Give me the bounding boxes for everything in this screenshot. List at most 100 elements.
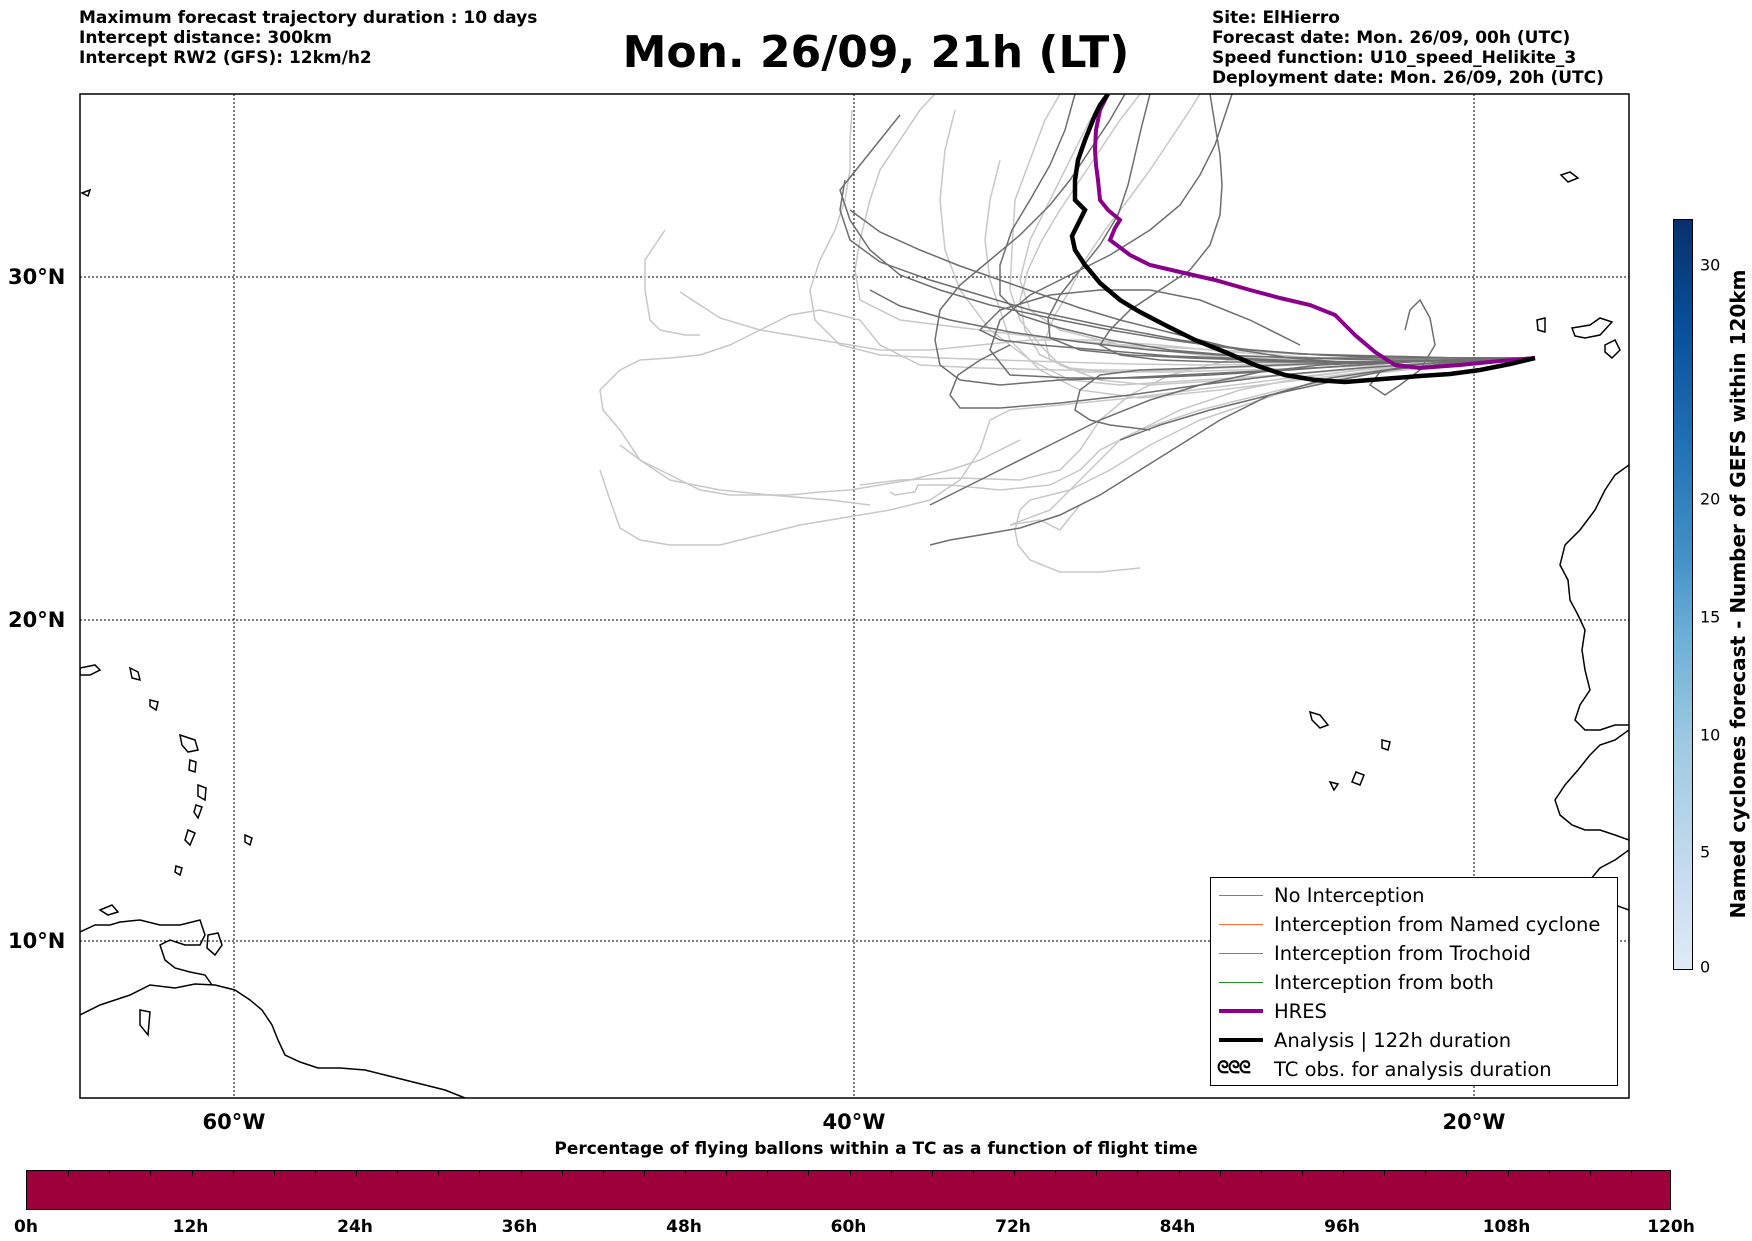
percent-bar-minor-tick (1548, 1171, 1550, 1176)
percent-bar-tick-label: 108h (1482, 1217, 1531, 1237)
percent-bar-tick-label: 72h (995, 1217, 1031, 1237)
analysis-trajectory (1069, 94, 1536, 385)
percent-bar-minor-tick (561, 1171, 563, 1176)
percent-bar-minor-tick (191, 1171, 193, 1176)
island-cape-verde-1 (1308, 710, 1330, 729)
percent-bar-minor-tick (643, 1171, 645, 1176)
coast-venezuela-north (80, 919, 213, 986)
colorbar-tick-10: 10 (1700, 725, 1721, 745)
lat-label-30n: 30°N (8, 265, 65, 289)
trajectories-light (599, 94, 1536, 573)
island-cape-verde-2 (1381, 739, 1391, 751)
percent-bar-minor-tick (1507, 1171, 1509, 1176)
forecast-date-text: Forecast date: Mon. 26/09, 00h (UTC) (1212, 28, 1571, 48)
percent-bar-minor-tick (890, 1171, 892, 1176)
island-cape-verde-3 (1351, 771, 1365, 786)
percent-bar-minor-tick (1301, 1171, 1303, 1176)
percent-bar-minor-tick (109, 1171, 111, 1176)
cyclone-symbol-icon: ᘓᘓᘓ (1217, 1058, 1251, 1078)
percent-bar (26, 1170, 1671, 1210)
percent-bar-minor-tick (314, 1171, 316, 1176)
percent-bar-minor-tick (479, 1171, 481, 1176)
island-antilles-3 (197, 783, 207, 802)
percent-bar-minor-tick (972, 1171, 974, 1176)
lat-label-20n: 20°N (8, 608, 65, 632)
percent-bar-minor-tick (685, 1171, 686, 1176)
lon-label-60w: 60°W (203, 1110, 266, 1134)
legend-line (1219, 982, 1263, 983)
colorbar-tick-0: 0 (1700, 957, 1711, 977)
percent-bar-minor-tick (1219, 1171, 1221, 1176)
island-antilles-2 (188, 758, 197, 774)
percent-bar-minor-tick (68, 1171, 70, 1176)
legend-label: TC obs. for analysis duration (1274, 1058, 1552, 1081)
percent-bar-tick-label: 60h (830, 1217, 867, 1237)
island-abc-2 (139, 1009, 151, 1037)
percent-bar-minor-tick (1343, 1171, 1344, 1176)
percent-bar-minor-tick (1425, 1171, 1427, 1176)
legend-item-hres: HRES (1211, 997, 1617, 1026)
percent-bar-minor-tick (1014, 1171, 1015, 1176)
lat-label-10n: 10°N (8, 929, 65, 953)
legend-label: Interception from both (1274, 971, 1494, 994)
percent-bar-minor-tick (767, 1171, 769, 1176)
percent-bar-tick-label: 96h (1324, 1217, 1360, 1237)
island-antilles-6 (174, 865, 183, 877)
legend-label: HRES (1274, 1000, 1327, 1023)
island-cape-verde-4 (1328, 780, 1340, 792)
island-trinidad (206, 932, 223, 957)
speed-function-text: Speed function: U10_speed_Helikite_3 (1212, 48, 1577, 68)
percent-bar-minor-tick (1178, 1171, 1180, 1176)
colorbar-title: Named cyclones forecast - Number of GEFS… (1726, 269, 1750, 919)
header-right-info: Site: ElHierro Forecast date: Mon. 26/09… (1212, 8, 1604, 88)
colorbar-tick-5: 5 (1700, 842, 1711, 862)
legend-line (1219, 1038, 1263, 1042)
island-leeward-1 (128, 666, 142, 682)
percent-bar-minor-tick (1589, 1171, 1591, 1176)
legend-line (1219, 924, 1263, 925)
percent-bar-minor-tick (726, 1171, 728, 1176)
island-gran-canaria (1570, 317, 1614, 339)
coast-africa-south (1554, 729, 1629, 841)
lon-label-20w: 20°W (1443, 1110, 1506, 1134)
intercept-rw2-text: Intercept RW2 (GFS): 12km/h2 (79, 48, 372, 68)
percent-bar-tick-label: 84h (1159, 1217, 1196, 1237)
legend-label: No Interception (1274, 884, 1425, 907)
percent-bar-minor-tick (397, 1171, 399, 1176)
island-antilles-1 (179, 733, 199, 753)
legend-line (1219, 953, 1263, 954)
legend-item-both: Interception from both (1211, 968, 1617, 997)
lon-label-40w: 40°W (823, 1110, 886, 1134)
header-left-info: Maximum forecast trajectory duration : 1… (79, 8, 537, 68)
percent-bar-minor-tick (808, 1171, 810, 1176)
legend-item-no-interception: No Interception (1211, 881, 1617, 910)
legend-line (1219, 1009, 1263, 1013)
legend-item-trochoid: Interception from Trochoid (1211, 939, 1617, 968)
intercept-distance-text: Intercept distance: 300km (79, 28, 332, 48)
percent-bar-minor-tick (602, 1171, 604, 1176)
percent-bar-minor-tick (232, 1171, 234, 1176)
percent-bar-minor-tick (849, 1171, 851, 1176)
page-title: Mon. 26/09, 21h (LT) (622, 27, 1130, 78)
deployment-date-text: Deployment date: Mon. 26/09, 20h (UTC) (1212, 68, 1604, 88)
colorbar-tick-20: 20 (1700, 489, 1721, 509)
percent-bar-minor-tick (438, 1171, 440, 1176)
percent-bar-minor-tick (273, 1171, 275, 1176)
island-antilles-4 (193, 804, 203, 820)
island-antilles-5 (184, 828, 196, 847)
legend-item-tc-obs: ᘓᘓᘓ TC obs. for analysis duration (1211, 1055, 1617, 1084)
island-puerto-rico (80, 664, 102, 676)
island-leeward-2 (149, 699, 159, 712)
coast-south-america (80, 983, 466, 1098)
legend-label: Interception from Trochoid (1274, 942, 1531, 965)
legend: No Interception Interception from Named … (1210, 877, 1618, 1086)
hres-trajectory (1092, 94, 1536, 371)
island-barbados (244, 833, 253, 847)
max-duration-text: Maximum forecast trajectory duration : 1… (79, 8, 538, 28)
percent-bar-minor-tick (1096, 1171, 1098, 1176)
legend-label: Analysis | 122h duration (1274, 1029, 1512, 1052)
island-la-palma (1536, 317, 1546, 333)
percent-bar-minor-tick (1384, 1171, 1386, 1176)
island-abc-1 (98, 904, 120, 916)
